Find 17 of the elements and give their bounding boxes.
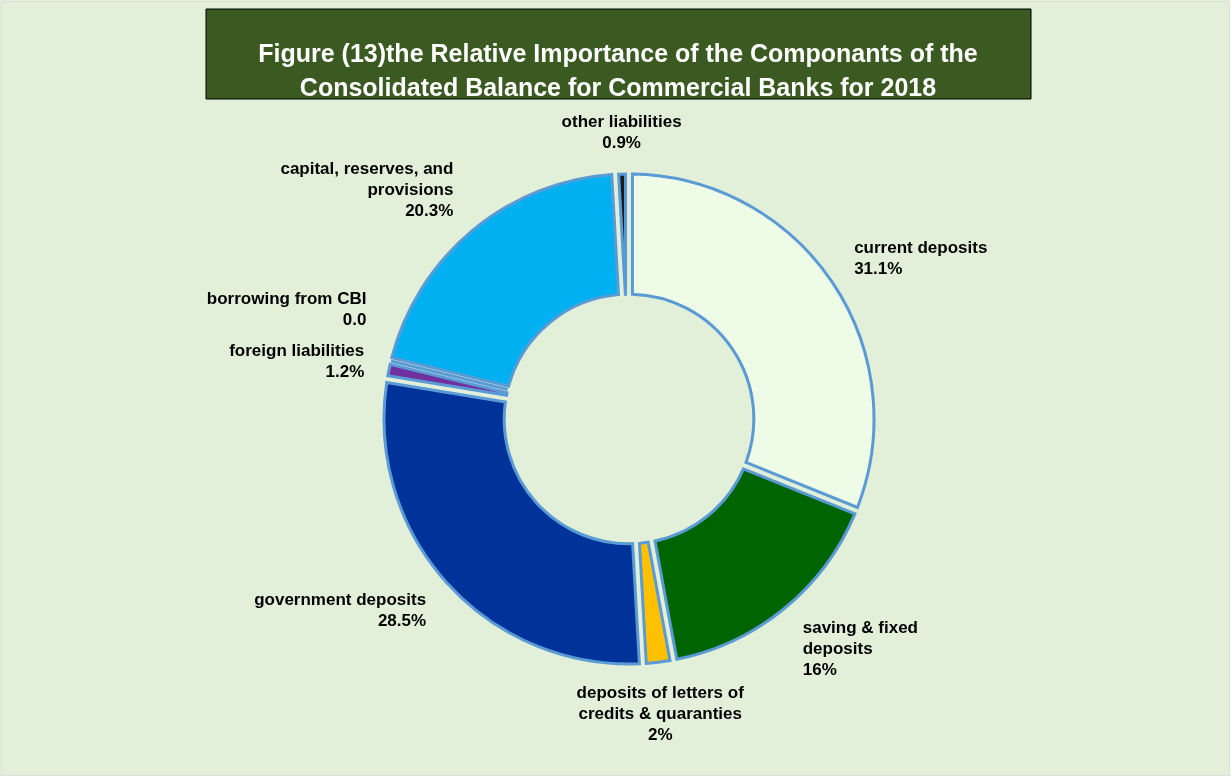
slice-label: foreign liabilities <box>229 341 365 361</box>
slice-label: other liabilities <box>561 111 682 131</box>
slice-label: saving & fixed deposits <box>802 618 918 659</box>
data-label: 1.2% <box>325 362 365 382</box>
slice-label: government deposits <box>254 590 427 610</box>
category-label: borrowing from CBI <box>206 289 367 309</box>
text: 0.0 <box>342 310 367 330</box>
data-label: 28.5% <box>377 611 427 631</box>
data-label: 16% <box>802 660 837 680</box>
slice-label: capital, reserves, and provisions <box>280 159 454 200</box>
chart-title: Figure (13)the Relative Importance of the Componants of the Consolidated Balance for Commercial Banks for 2018 <box>258 39 978 101</box>
data-label: 20.3% <box>405 201 454 221</box>
data-label: 0.9% <box>602 132 641 152</box>
slice-label: deposits of letters of credits & quaranties <box>576 683 745 724</box>
data-label: 2% <box>647 725 673 745</box>
slice-label: current deposits <box>854 237 988 257</box>
data-label: 31.1% <box>854 258 903 278</box>
